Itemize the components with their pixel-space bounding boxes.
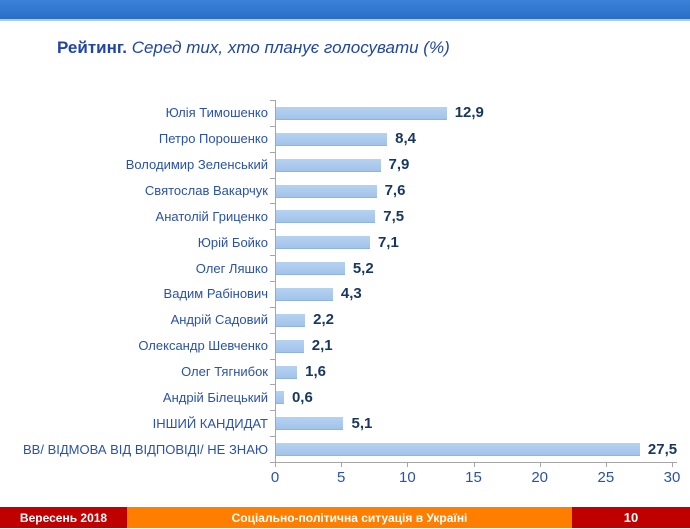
- bar: [276, 417, 344, 431]
- y-axis-tick: [270, 229, 275, 231]
- bar: [276, 262, 345, 276]
- bar: [276, 443, 640, 457]
- x-axis-tick-label: 5: [336, 469, 346, 486]
- category-label: Андрій Садовий: [170, 312, 268, 328]
- x-axis-tick: [473, 463, 475, 467]
- category-label: Андрій Білецький: [162, 389, 268, 405]
- x-axis-tick: [275, 463, 276, 467]
- value-label: 1,6: [305, 362, 327, 380]
- value-label: 5,2: [352, 259, 374, 277]
- category-label: Юлія Тимошенко: [165, 105, 268, 121]
- x-axis-tick-label: 25: [597, 469, 615, 486]
- footer-date: Вересень 2018: [0, 507, 127, 528]
- bar: [276, 184, 377, 198]
- x-axis-tick-label: 20: [531, 469, 548, 486]
- y-axis-tick: [270, 384, 275, 386]
- category-label: Володимир Зеленський: [125, 157, 268, 173]
- y-axis-tick: [270, 177, 275, 179]
- header-band: [0, 0, 690, 21]
- category-label: Анатолій Гриценко: [155, 208, 268, 224]
- y-axis-tick: [270, 436, 275, 438]
- value-label: 2,2: [313, 311, 334, 329]
- category-label: Вадим Рабінович: [163, 286, 268, 302]
- footer-page-number: 10: [572, 507, 690, 528]
- footer-bar: Вересень 2018 Соціально-політична ситуац…: [0, 507, 690, 528]
- y-axis-tick: [270, 125, 275, 127]
- bar: [276, 391, 284, 405]
- x-axis-tick: [341, 463, 343, 467]
- x-axis-tick-label: 0: [270, 469, 280, 486]
- value-label: 4,3: [340, 285, 362, 303]
- x-axis-line: [270, 462, 677, 463]
- x-axis-tick: [605, 463, 607, 467]
- bar: [276, 210, 376, 224]
- x-axis-tick-label: 10: [398, 469, 416, 486]
- category-label: Петро Порошенко: [158, 131, 268, 147]
- y-axis-tick: [270, 281, 275, 282]
- title-italic: Серед тих, хто планує голосувати (%): [126, 38, 450, 57]
- bar: [276, 106, 447, 120]
- y-axis-line: [275, 100, 276, 462]
- y-axis-tick: [270, 151, 275, 153]
- bar: [276, 132, 388, 146]
- x-axis-tick: [407, 463, 409, 467]
- x-axis-tick: [672, 463, 673, 467]
- category-label: ВВ/ ВІДМОВА ВІД ВІДПОВІДІ/ НЕ ЗНАЮ: [23, 441, 268, 457]
- value-label: 7,9: [388, 156, 410, 174]
- bar: [276, 339, 304, 353]
- y-axis-tick: [270, 255, 275, 257]
- value-label: 12,9: [454, 104, 484, 122]
- value-label: 5,1: [351, 414, 373, 432]
- x-axis-tick-label: 30: [663, 469, 681, 486]
- category-label: ІНШИЙ КАНДИДАТ: [152, 415, 268, 431]
- category-label: Олег Ляшко: [195, 260, 268, 276]
- bar: [276, 287, 333, 301]
- category-label: Олександр Шевченко: [138, 338, 268, 354]
- y-axis-tick: [270, 100, 275, 101]
- bar: [276, 365, 298, 379]
- value-label: 7,6: [384, 181, 406, 199]
- y-axis-tick: [270, 410, 275, 412]
- value-label: 27,5: [647, 440, 678, 458]
- y-axis-tick: [270, 306, 275, 308]
- bar: [276, 236, 370, 250]
- y-axis-tick: [270, 332, 275, 334]
- category-label: Олег Тягнибок: [181, 363, 268, 379]
- y-axis-tick: [270, 358, 275, 360]
- value-label: 7,5: [383, 207, 405, 225]
- y-axis-tick: [270, 203, 275, 205]
- value-label: 8,4: [395, 130, 417, 148]
- value-label: 7,1: [377, 233, 399, 251]
- page-title: Рейтинг. Серед тих, хто планує голосуват…: [57, 38, 450, 58]
- bar: [276, 313, 306, 327]
- value-label: 2,1: [311, 337, 333, 355]
- title-bold: Рейтинг.: [57, 38, 127, 57]
- footer-subject: Соціально-політична ситуація в Україні: [127, 507, 572, 528]
- category-label: Святослав Вакарчук: [144, 182, 268, 198]
- x-axis-tick-label: 15: [465, 469, 482, 486]
- bar: [276, 158, 381, 172]
- value-label: 0,6: [291, 388, 313, 406]
- x-axis-tick: [539, 463, 541, 467]
- category-label: Юрій Бойко: [197, 234, 268, 250]
